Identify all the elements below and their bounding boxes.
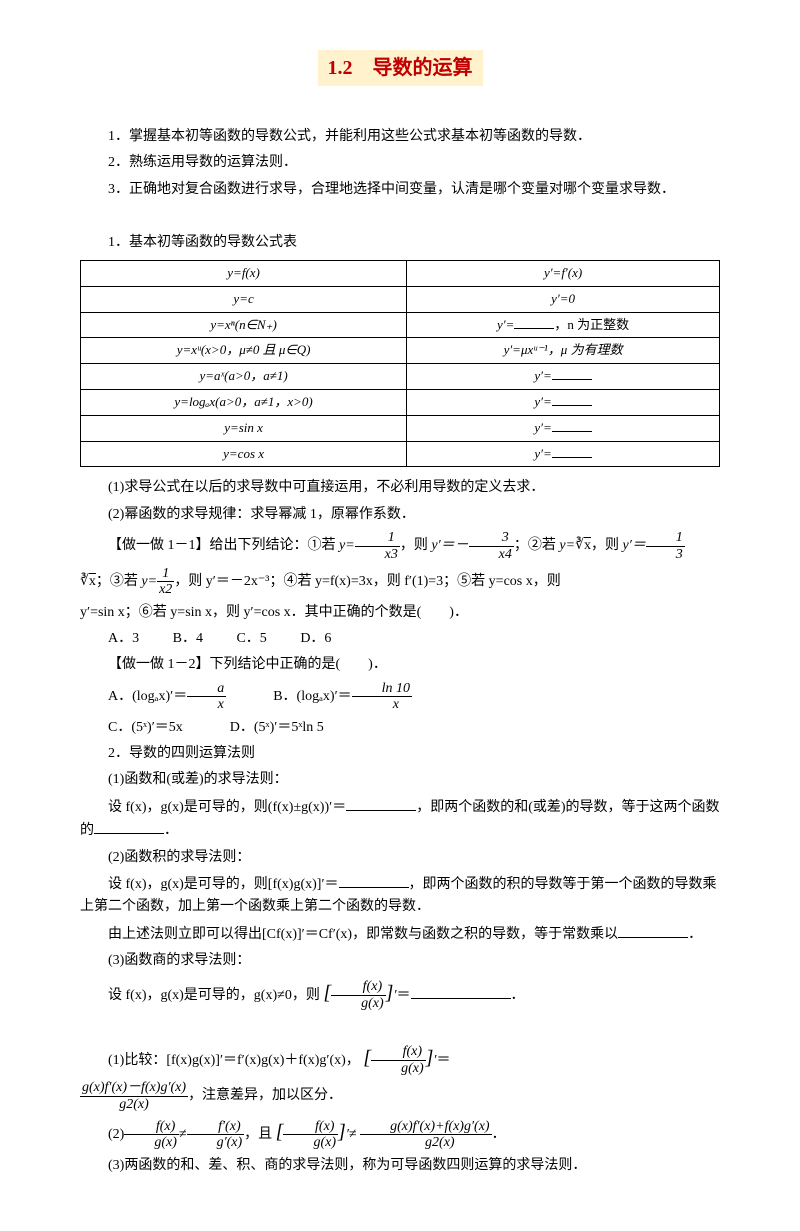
cell: y′= xyxy=(407,415,720,441)
exercise-1-1-cont: ∛x；③若 y=1x2，则 y′＝－2x⁻³；④若 y=f(x)=3x，则 f′… xyxy=(80,566,720,598)
cell: y′=，n 为正整数 xyxy=(407,312,720,338)
compare-3: (3)两函数的和、差、积、商的求导法则，称为可导函数四则运算的求导法则． xyxy=(80,1155,720,1177)
table-row: y=c y′=0 xyxy=(81,286,720,312)
opt-d: D．6 xyxy=(300,631,331,646)
exercise-1-1-cont2: y′=sin x；⑥若 y=sin x，则 y′=cos x．其中正确的个数是(… xyxy=(80,602,720,624)
cell: y′= xyxy=(407,389,720,415)
section2-title: 2．导数的四则运算法则 xyxy=(80,743,720,765)
cell: y′=0 xyxy=(407,286,720,312)
exercise-1-2-ab: A．(logₐx)′＝ax B．(logₐx)′＝ln 10x xyxy=(80,681,720,713)
rule1-body: 设 f(x)，g(x)是可导的，则(f(x)±g(x))′＝，即两个函数的和(或… xyxy=(80,796,720,843)
cell: y=c xyxy=(81,286,407,312)
cell: y=xⁿ(n∈N₊) xyxy=(81,312,407,338)
exercise-1-2: 【做一做 1－2】下列结论中正确的是( )． xyxy=(80,654,720,676)
cell: y′=μxᵘ⁻¹，μ 为有理数 xyxy=(407,338,720,364)
rule2-title: (2)函数积的求导法则： xyxy=(80,847,720,869)
exercise-1-1: 【做一做 1－1】给出下列结论：①若 y=1x3，则 y′＝－3x4；②若 y=… xyxy=(80,530,720,562)
rule2-body: 设 f(x)，g(x)是可导的，则[f(x)g(x)]′＝，即两个函数的积的导数… xyxy=(80,873,720,919)
compare-1: (1)比较：[f(x)g(x)]′＝f′(x)g(x)＋f(x)g′(x)， [… xyxy=(80,1042,720,1077)
intro-p2: 2．熟练运用导数的运算法则． xyxy=(80,152,720,174)
intro-p3: 3．正确地对复合函数进行求导，合理地选择中间变量，认清是哪个变量对哪个变量求导数… xyxy=(80,179,720,201)
opt-a: A．3 xyxy=(108,631,139,646)
doc-title: 1.2 导数的运算 xyxy=(318,50,483,86)
rule2-body2: 由上述法则立即可以得出[Cf(x)]′＝Cf′(x)，即常数与函数之积的导数，等… xyxy=(80,923,720,946)
rule3-body: 设 f(x)，g(x)是可导的，g(x)≠0，则 [f(x)g(x)]′＝． xyxy=(80,977,720,1012)
exercise-1-1-options: A．3 B．4 C．5 D．6 xyxy=(80,628,720,650)
table-row: y=logₐx(a>0，a≠1，x>0) y′= xyxy=(81,389,720,415)
table-row: y=xᵘ(x>0，μ≠0 且 μ∈Q) y′=μxᵘ⁻¹，μ 为有理数 xyxy=(81,338,720,364)
table-row: y=cos x y′= xyxy=(81,441,720,467)
cell: y′= xyxy=(407,364,720,390)
formula-table: y=f(x) y′=f′(x) y=c y′=0 y=xⁿ(n∈N₊) y′=，… xyxy=(80,260,720,467)
rule1-title: (1)函数和(或差)的求导法则： xyxy=(80,769,720,791)
title-wrap: 1.2 导数的运算 xyxy=(80,50,720,106)
exercise-1-2-cd: C．(5ˣ)′＝5x D．(5ˣ)′＝5ˣln 5 xyxy=(80,717,720,739)
opt-c: C．5 xyxy=(236,631,266,646)
table-row: y=f(x) y′=f′(x) xyxy=(81,260,720,286)
cell: y′= xyxy=(407,441,720,467)
opt-b: B．4 xyxy=(173,631,203,646)
table-row: y=aˣ(a>0，a≠1) y′= xyxy=(81,364,720,390)
cell: y=aˣ(a>0，a≠1) xyxy=(81,364,407,390)
note-1: (1)求导公式在以后的求导数中可直接运用，不必利用导数的定义去求． xyxy=(80,477,720,499)
rule3-title: (3)函数商的求导法则： xyxy=(80,950,720,972)
compare-1-cont: g(x)f′(x)－f(x)g′(x)g2(x)，注意差异，加以区分． xyxy=(80,1080,720,1112)
section1-title: 1．基本初等函数的导数公式表 xyxy=(80,232,720,254)
note-2: (2)幂函数的求导规律：求导幂减 1，原幂作系数． xyxy=(80,504,720,526)
cell: y=sin x xyxy=(81,415,407,441)
cell: y′=f′(x) xyxy=(407,260,720,286)
compare-2: (2)f(x)g(x)≠f′(x)g′(x)，且 [f(x)g(x)]′≠ g(… xyxy=(80,1116,720,1151)
cell: y=logₐx(a>0，a≠1，x>0) xyxy=(81,389,407,415)
table-row: y=sin x y′= xyxy=(81,415,720,441)
cell: y=cos x xyxy=(81,441,407,467)
table-row: y=xⁿ(n∈N₊) y′=，n 为正整数 xyxy=(81,312,720,338)
cell: y=f(x) xyxy=(81,260,407,286)
intro-p1: 1．掌握基本初等函数的导数公式，并能利用这些公式求基本初等函数的导数． xyxy=(80,126,720,148)
cell: y=xᵘ(x>0，μ≠0 且 μ∈Q) xyxy=(81,338,407,364)
